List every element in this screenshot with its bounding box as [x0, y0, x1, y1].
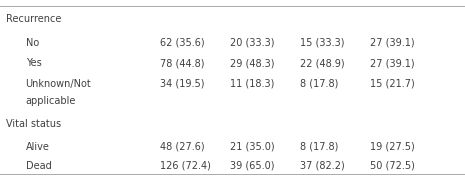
Text: Unknown/Not: Unknown/Not [26, 79, 91, 89]
Text: 19 (27.5): 19 (27.5) [370, 142, 414, 152]
Text: 27 (39.1): 27 (39.1) [370, 58, 414, 68]
Text: 22 (48.9): 22 (48.9) [300, 58, 345, 68]
Text: 37 (82.2): 37 (82.2) [300, 161, 345, 171]
Text: Vital status: Vital status [6, 119, 61, 129]
Text: applicable: applicable [26, 96, 76, 106]
Text: 20 (33.3): 20 (33.3) [230, 38, 275, 48]
Text: 48 (27.6): 48 (27.6) [160, 142, 205, 152]
Text: 78 (44.8): 78 (44.8) [160, 58, 205, 68]
Text: Alive: Alive [26, 142, 49, 152]
Text: Dead: Dead [26, 161, 51, 171]
Text: 15 (33.3): 15 (33.3) [300, 38, 345, 48]
Text: 8 (17.8): 8 (17.8) [300, 79, 339, 89]
Text: 15 (21.7): 15 (21.7) [370, 79, 414, 89]
Text: 62 (35.6): 62 (35.6) [160, 38, 205, 48]
Text: No: No [26, 38, 39, 48]
Text: Yes: Yes [26, 58, 41, 68]
Text: 126 (72.4): 126 (72.4) [160, 161, 211, 171]
Text: 21 (35.0): 21 (35.0) [230, 142, 275, 152]
Text: 27 (39.1): 27 (39.1) [370, 38, 414, 48]
Text: Recurrence: Recurrence [6, 14, 61, 24]
Text: 8 (17.8): 8 (17.8) [300, 142, 339, 152]
Text: 29 (48.3): 29 (48.3) [230, 58, 275, 68]
Text: 50 (72.5): 50 (72.5) [370, 161, 415, 171]
Text: 39 (65.0): 39 (65.0) [230, 161, 275, 171]
Text: 11 (18.3): 11 (18.3) [230, 79, 274, 89]
Text: 34 (19.5): 34 (19.5) [160, 79, 205, 89]
